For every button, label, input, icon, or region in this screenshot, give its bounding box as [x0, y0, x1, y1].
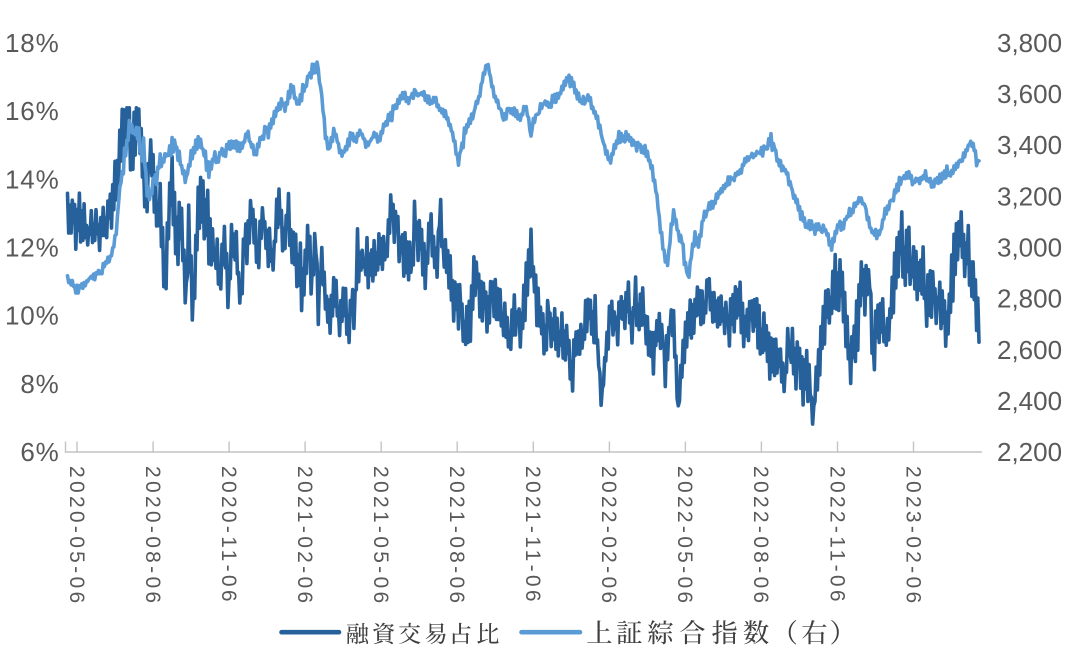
svg-text:2021-02-06: 2021-02-06	[293, 466, 316, 606]
svg-text:10%: 10%	[5, 301, 59, 331]
svg-text:18%: 18%	[5, 28, 59, 58]
svg-text:12%: 12%	[5, 233, 59, 263]
svg-text:2022-05-06: 2022-05-06	[673, 466, 696, 606]
svg-text:2023-02-06: 2023-02-06	[901, 466, 924, 606]
svg-text:2020-05-06: 2020-05-06	[65, 466, 88, 606]
svg-text:2020-08-06: 2020-08-06	[141, 466, 164, 606]
svg-text:3,200: 3,200	[997, 181, 1062, 211]
svg-text:2021-05-06: 2021-05-06	[369, 466, 392, 606]
svg-text:2,800: 2,800	[997, 284, 1062, 314]
svg-text:2,600: 2,600	[997, 335, 1062, 365]
svg-text:2,200: 2,200	[997, 437, 1062, 467]
svg-text:2022-02-06: 2022-02-06	[597, 466, 620, 606]
svg-text:2022-11-06: 2022-11-06	[825, 466, 848, 605]
svg-text:2022-08-06: 2022-08-06	[749, 466, 772, 606]
svg-text:3,400: 3,400	[997, 130, 1062, 160]
svg-text:16%: 16%	[5, 96, 59, 126]
svg-text:14%: 14%	[5, 164, 59, 194]
svg-text:2020-11-06: 2020-11-06	[217, 466, 240, 605]
svg-text:6%: 6%	[20, 437, 59, 467]
svg-text:2021-11-06: 2021-11-06	[521, 466, 544, 605]
svg-text:8%: 8%	[20, 369, 59, 399]
svg-text:2021-08-06: 2021-08-06	[445, 466, 468, 606]
svg-text:3,800: 3,800	[997, 28, 1062, 58]
svg-text:3,000: 3,000	[997, 233, 1062, 263]
svg-text:2,400: 2,400	[997, 386, 1062, 416]
svg-text:3,600: 3,600	[997, 79, 1062, 109]
